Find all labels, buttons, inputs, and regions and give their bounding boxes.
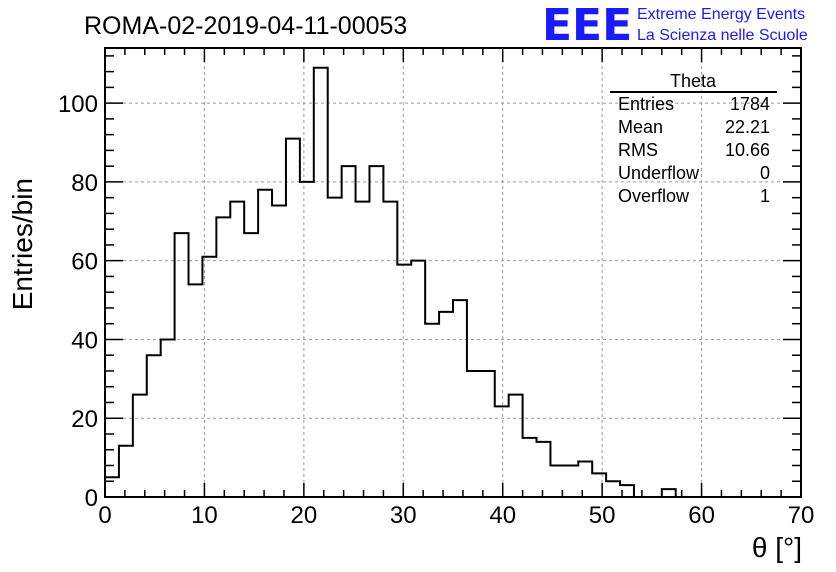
y-tick-label: 80 [71, 170, 98, 197]
y-tick-labels: 0 20 40 60 80 100 [58, 91, 98, 512]
histogram-bin [509, 395, 523, 497]
histogram-bin [105, 477, 119, 497]
y-tick-label: 0 [85, 485, 98, 512]
histogram-bin [202, 257, 216, 497]
histogram-bin [230, 202, 244, 497]
y-tick-label: 20 [71, 406, 98, 433]
plot-frame [104, 47, 802, 498]
histogram-bin [397, 265, 411, 497]
histogram-bin [564, 465, 578, 497]
stats-label: Mean [618, 117, 663, 137]
x-tick-label: 30 [390, 502, 417, 529]
histogram-bin [286, 139, 300, 497]
stats-label: Overflow [618, 186, 690, 206]
histogram-bin [342, 166, 356, 497]
x-tick-label: 0 [98, 502, 111, 529]
histogram-bin [216, 217, 230, 497]
y-axis-label: Entries/bin [7, 178, 38, 310]
histogram-bin [119, 446, 133, 497]
stats-value: 1 [760, 186, 770, 206]
stats-label: Entries [618, 94, 674, 114]
histogram-bin [383, 202, 397, 497]
histogram-bin [481, 371, 495, 497]
histogram-bin [578, 462, 592, 497]
histogram-bin [425, 324, 439, 497]
histogram-bin [189, 284, 203, 497]
histogram-bin [328, 198, 342, 497]
histogram-bin [453, 300, 467, 497]
histogram-bin [356, 202, 370, 497]
histogram-bin [314, 68, 328, 497]
x-tick-label: 40 [489, 502, 516, 529]
histogram-bin [467, 371, 481, 497]
histogram-bin [662, 489, 676, 497]
histogram-bin [258, 190, 272, 497]
x-tick-label: 50 [589, 502, 616, 529]
stats-value: 10.66 [725, 140, 770, 160]
histogram-bin [244, 233, 258, 497]
histogram-bin [495, 406, 509, 497]
x-tick-label: 10 [191, 502, 218, 529]
y-tick-label: 60 [71, 249, 98, 276]
stats-value: 1784 [730, 94, 770, 114]
histogram-outline [105, 66, 801, 498]
eee-logo: EEE Extreme Energy Events La Scienza nel… [542, 0, 808, 51]
histogram-bin [537, 442, 551, 497]
histogram-bin [411, 261, 425, 497]
histogram-bin [606, 481, 620, 497]
y-tick-label: 100 [58, 91, 98, 118]
histogram-bin [272, 206, 286, 497]
histogram-bin [133, 395, 147, 497]
grid-lines [105, 48, 801, 497]
logo-line-2: La Scienza nelle Scuole [637, 27, 808, 44]
histogram-bin [147, 355, 161, 497]
x-axis-label: θ [°] [752, 532, 802, 563]
stats-box: Theta Entries 1784 Mean 22.21 RMS 10.66 Underf… [610, 71, 777, 206]
histogram-bin [369, 166, 383, 497]
chart-title: ROMA-02-2019-04-11-00053 [84, 12, 407, 40]
x-tick-labels: 0 10 20 30 40 50 60 70 [98, 502, 814, 529]
histogram-bins [105, 68, 676, 497]
stats-label: Underflow [618, 163, 700, 183]
histogram-bin [175, 233, 189, 497]
x-tick-label: 70 [788, 502, 815, 529]
axis-ticks [104, 48, 802, 498]
histogram-bin [523, 438, 537, 497]
stats-value: 0 [760, 163, 770, 183]
stats-value: 22.21 [725, 117, 770, 137]
x-tick-label: 20 [291, 502, 318, 529]
stats-title: Theta [670, 71, 717, 91]
logo-mark: EEE [542, 0, 632, 51]
x-tick-label: 60 [688, 502, 715, 529]
stats-rows: Entries 1784 Mean 22.21 RMS 10.66 Underflow 0 Ov… [618, 94, 770, 206]
histogram-bin [592, 473, 606, 497]
stats-label: RMS [618, 140, 658, 160]
y-tick-label: 40 [71, 327, 98, 354]
logo-line-1: Extreme Energy Events [637, 6, 805, 23]
